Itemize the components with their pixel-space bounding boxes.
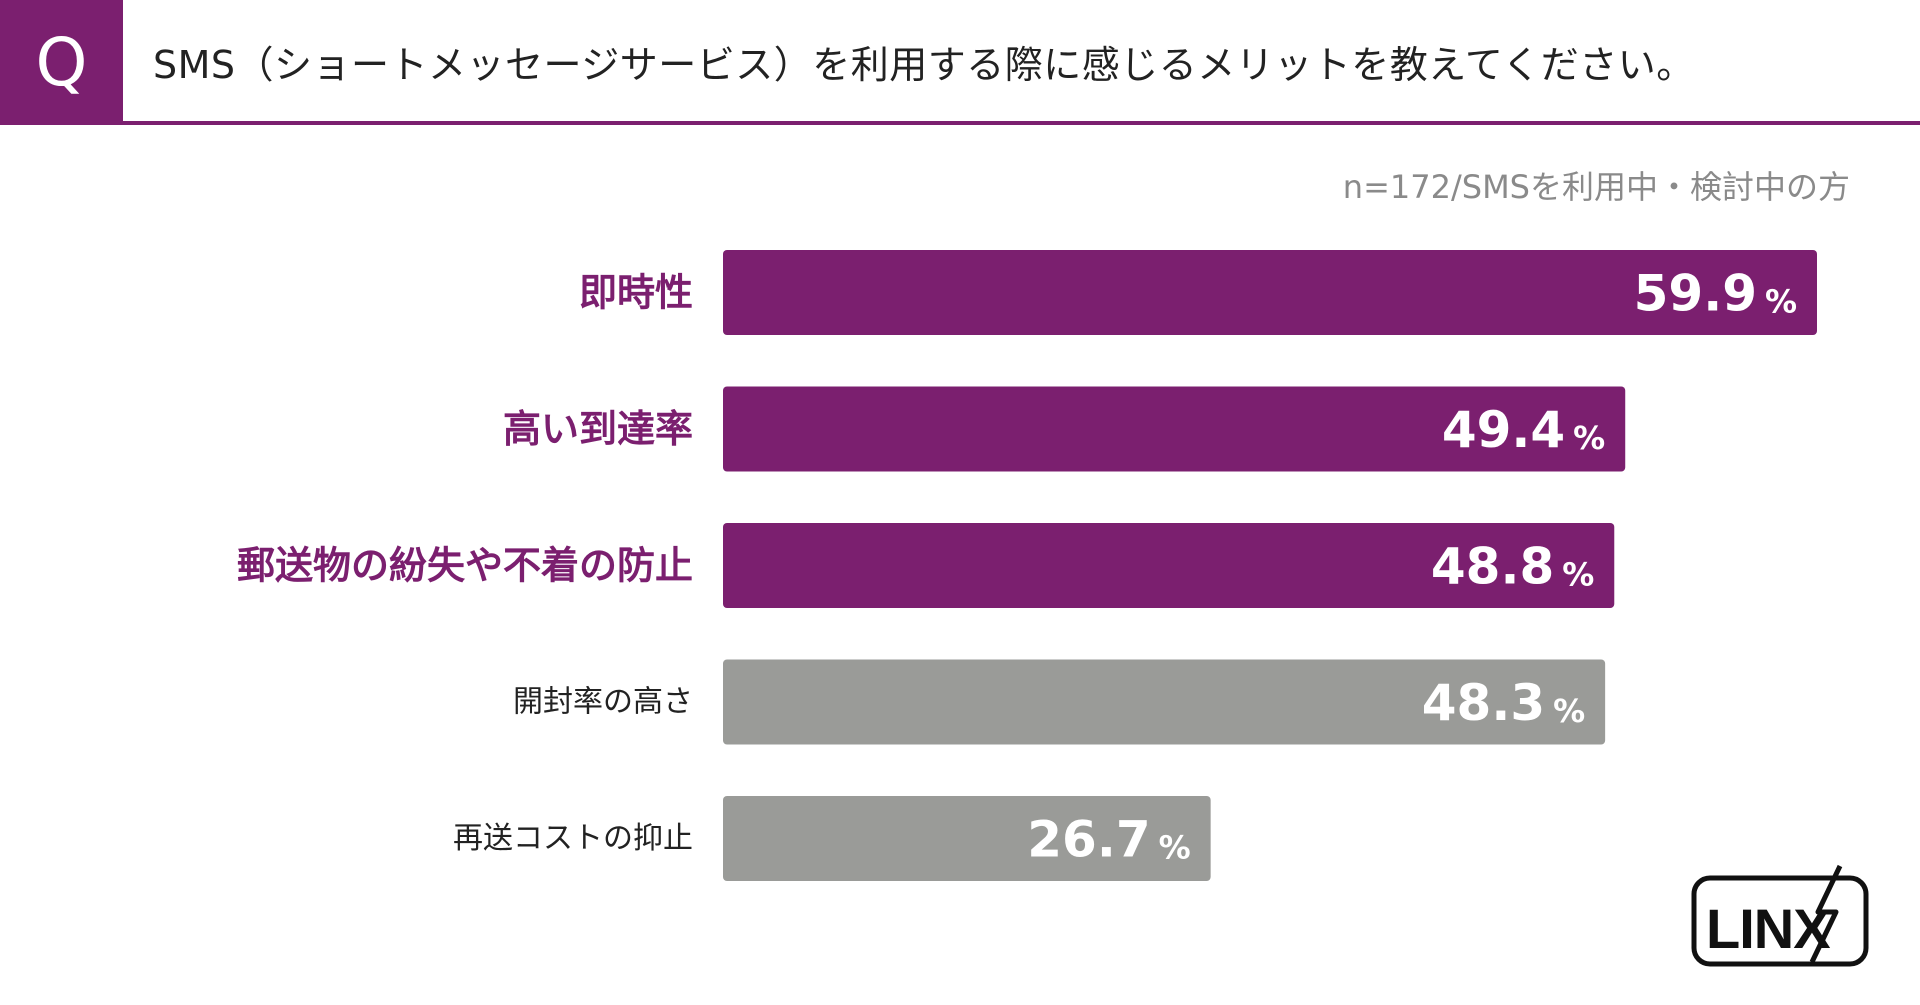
value-label-0: 59.9	[1634, 265, 1757, 323]
unit-label-1: %	[1573, 419, 1605, 457]
unit-label-3: %	[1553, 692, 1585, 730]
unit-label-2: %	[1562, 556, 1594, 594]
value-label-4: 26.7	[1027, 811, 1150, 869]
unit-label-0: %	[1765, 283, 1797, 321]
bar-2	[723, 523, 1615, 608]
bar-1	[723, 386, 1626, 472]
category-label-2: 郵送物の紛失や不着の防止	[237, 544, 693, 588]
title-divider	[0, 121, 1920, 125]
sample-size-note: n=172/SMSを利用中・検討中の方	[1342, 168, 1850, 206]
value-label-1: 49.4	[1442, 401, 1565, 459]
unit-label-4: %	[1159, 829, 1191, 867]
linx-logo-icon: LINX	[1691, 864, 1869, 967]
category-label-3: 開封率の高さ	[513, 685, 693, 720]
logo-text: LINX	[1706, 897, 1830, 960]
category-label-4: 再送コストの抑止	[453, 821, 693, 856]
bar-4	[723, 796, 1211, 881]
bar-0	[723, 250, 1817, 335]
question-title: SMS（ショートメッセージサービス）を利用する際に感じるメリットを教えてください…	[153, 43, 1695, 87]
value-label-2: 48.8	[1431, 538, 1554, 596]
bar-3	[723, 659, 1606, 745]
question-badge: Q	[0, 0, 123, 124]
category-label-0: 即時性	[579, 271, 693, 315]
value-label-3: 48.3	[1422, 674, 1545, 732]
category-label-1: 高い到達率	[503, 407, 693, 451]
